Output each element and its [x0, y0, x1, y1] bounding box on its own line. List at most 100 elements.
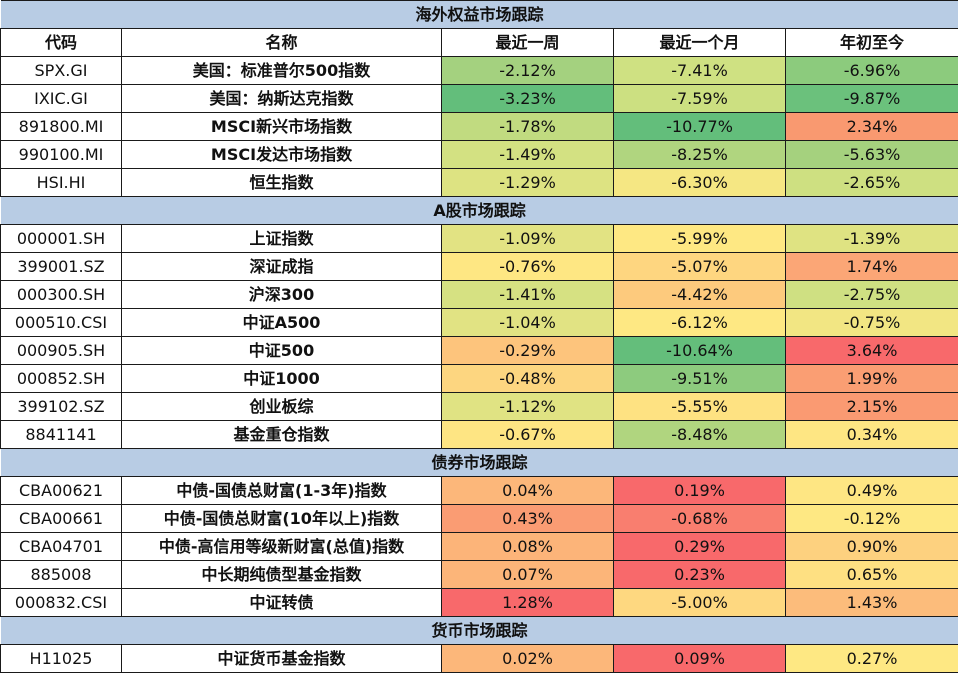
- month-change-cell: -8.25%: [613, 140, 786, 169]
- table-row: CBA04701 中债-高信用等级新财富(总值)指数 0.08% 0.29% 0.90%: [0, 532, 958, 561]
- week-change-cell: -0.29%: [441, 336, 614, 365]
- code-cell: 399102.SZ: [0, 392, 122, 421]
- ytd-change-cell: 1.74%: [784, 252, 958, 281]
- code-cell: 990100.MI: [0, 140, 122, 169]
- column-header-month: 最近一个月: [613, 28, 786, 57]
- week-change-cell: -1.78%: [441, 112, 614, 141]
- week-change-cell: -2.12%: [441, 56, 614, 85]
- month-change-cell: 0.23%: [613, 560, 786, 589]
- month-change-cell: -7.59%: [613, 84, 786, 113]
- ytd-change-cell: -5.63%: [784, 140, 958, 169]
- month-change-cell: -5.07%: [613, 252, 786, 281]
- column-header-week: 最近一周: [441, 28, 614, 57]
- month-change-cell: -9.51%: [613, 364, 786, 393]
- code-cell: CBA00661: [0, 504, 122, 533]
- table-row: 000300.SH 沪深300 -1.41% -4.42% -2.75%: [0, 280, 958, 309]
- table-row: 000832.CSI 中证转债 1.28% -5.00% 1.43%: [0, 588, 958, 617]
- table-row: H11025 中证货币基金指数 0.02% 0.09% 0.27%: [0, 644, 958, 673]
- name-cell: 恒生指数: [121, 168, 442, 197]
- month-change-cell: -6.30%: [613, 168, 786, 197]
- name-cell: 沪深300: [121, 280, 442, 309]
- code-cell: 000905.SH: [0, 336, 122, 365]
- name-cell: MSCI新兴市场指数: [121, 112, 442, 141]
- ytd-change-cell: 0.27%: [784, 644, 958, 673]
- code-cell: H11025: [0, 644, 122, 673]
- week-change-cell: -0.76%: [441, 252, 614, 281]
- week-change-cell: -1.41%: [441, 280, 614, 309]
- code-cell: 885008: [0, 560, 122, 589]
- week-change-cell: 0.04%: [441, 476, 614, 505]
- code-cell: SPX.GI: [0, 56, 122, 85]
- ytd-change-cell: -0.75%: [784, 308, 958, 337]
- column-header-name: 名称: [121, 28, 442, 57]
- month-change-cell: -8.48%: [613, 420, 786, 449]
- ytd-change-cell: 3.64%: [784, 336, 958, 365]
- month-change-cell: -7.41%: [613, 56, 786, 85]
- code-cell: HSI.HI: [0, 168, 122, 197]
- ytd-change-cell: 1.99%: [784, 364, 958, 393]
- ytd-change-cell: -9.87%: [784, 84, 958, 113]
- name-cell: 中证500: [121, 336, 442, 365]
- table-row: 891800.MI MSCI新兴市场指数 -1.78% -10.77% 2.34%: [0, 112, 958, 141]
- code-cell: IXIC.GI: [0, 84, 122, 113]
- column-header-code: 代码: [0, 28, 122, 57]
- week-change-cell: -0.48%: [441, 364, 614, 393]
- table-row: SPX.GI 美国：标准普尔500指数 -2.12% -7.41% -6.96%: [0, 56, 958, 85]
- month-change-cell: -4.42%: [613, 280, 786, 309]
- week-change-cell: -1.09%: [441, 224, 614, 253]
- name-cell: 中债-国债总财富(1-3年)指数: [121, 476, 442, 505]
- week-change-cell: 0.02%: [441, 644, 614, 673]
- month-change-cell: -5.99%: [613, 224, 786, 253]
- table-row: 885008 中长期纯债型基金指数 0.07% 0.23% 0.65%: [0, 560, 958, 589]
- table-row: IXIC.GI 美国：纳斯达克指数 -3.23% -7.59% -9.87%: [0, 84, 958, 113]
- section-title: 海外权益市场跟踪: [0, 0, 958, 29]
- week-change-cell: -3.23%: [441, 84, 614, 113]
- table-row: 000510.CSI 中证A500 -1.04% -6.12% -0.75%: [0, 308, 958, 337]
- name-cell: 中证A500: [121, 308, 442, 337]
- code-cell: 000001.SH: [0, 224, 122, 253]
- ytd-change-cell: 2.34%: [784, 112, 958, 141]
- column-header-ytd: 年初至今: [784, 28, 958, 57]
- table-row: CBA00621 中债-国债总财富(1-3年)指数 0.04% 0.19% 0.49%: [0, 476, 958, 505]
- ytd-change-cell: 0.34%: [784, 420, 958, 449]
- table-row: 000001.SH 上证指数 -1.09% -5.99% -1.39%: [0, 224, 958, 253]
- table-row: 399102.SZ 创业板综 -1.12% -5.55% 2.15%: [0, 392, 958, 421]
- month-change-cell: -6.12%: [613, 308, 786, 337]
- ytd-change-cell: -2.75%: [784, 280, 958, 309]
- table-row: 000905.SH 中证500 -0.29% -10.64% 3.64%: [0, 336, 958, 365]
- name-cell: MSCI发达市场指数: [121, 140, 442, 169]
- ytd-change-cell: 2.15%: [784, 392, 958, 421]
- name-cell: 中债-高信用等级新财富(总值)指数: [121, 532, 442, 561]
- table-row: 8841141 基金重仓指数 -0.67% -8.48% 0.34%: [0, 420, 958, 449]
- week-change-cell: -1.12%: [441, 392, 614, 421]
- name-cell: 基金重仓指数: [121, 420, 442, 449]
- ytd-change-cell: -6.96%: [784, 56, 958, 85]
- month-change-cell: 0.19%: [613, 476, 786, 505]
- name-cell: 深证成指: [121, 252, 442, 281]
- table-row: 000852.SH 中证1000 -0.48% -9.51% 1.99%: [0, 364, 958, 393]
- name-cell: 美国：标准普尔500指数: [121, 56, 442, 85]
- week-change-cell: -1.29%: [441, 168, 614, 197]
- week-change-cell: -1.49%: [441, 140, 614, 169]
- ytd-change-cell: -2.65%: [784, 168, 958, 197]
- section-title: 债券市场跟踪: [0, 448, 958, 477]
- code-cell: 8841141: [0, 420, 122, 449]
- week-change-cell: -0.67%: [441, 420, 614, 449]
- code-cell: CBA00621: [0, 476, 122, 505]
- code-cell: 891800.MI: [0, 112, 122, 141]
- section-header-row: 货币市场跟踪: [0, 616, 958, 645]
- section-header-row: 海外权益市场跟踪: [0, 0, 958, 29]
- code-cell: CBA04701: [0, 532, 122, 561]
- month-change-cell: -10.77%: [613, 112, 786, 141]
- table-row: HSI.HI 恒生指数 -1.29% -6.30% -2.65%: [0, 168, 958, 197]
- ytd-change-cell: 0.65%: [784, 560, 958, 589]
- section-header-row: 债券市场跟踪: [0, 448, 958, 477]
- ytd-change-cell: -0.12%: [784, 504, 958, 533]
- section-title: 货币市场跟踪: [0, 616, 958, 645]
- name-cell: 创业板综: [121, 392, 442, 421]
- column-header-row: 代码 名称 最近一周 最近一个月 年初至今: [0, 28, 958, 57]
- month-change-cell: 0.09%: [613, 644, 786, 673]
- month-change-cell: -5.55%: [613, 392, 786, 421]
